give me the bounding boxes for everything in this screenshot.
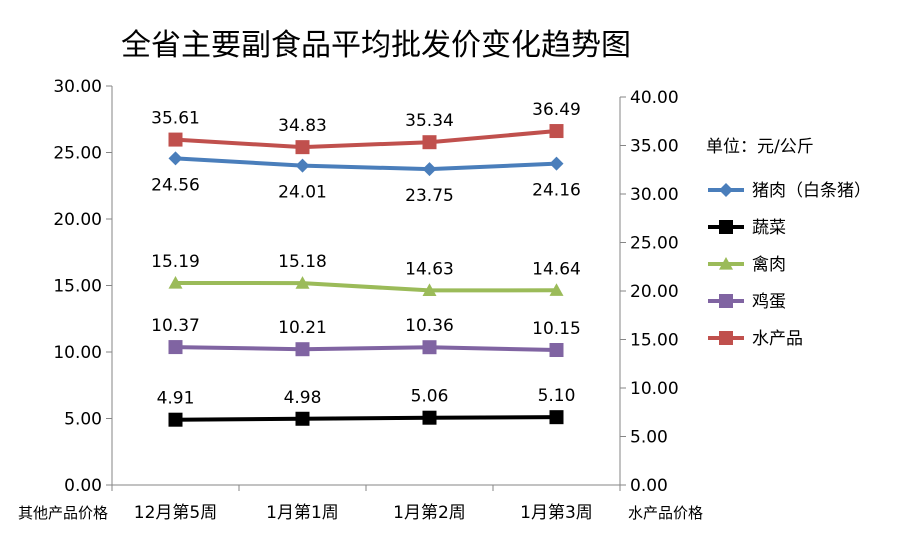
legend-item: 禽肉	[708, 255, 786, 275]
data-point	[549, 156, 564, 171]
data-label: 24.01	[278, 183, 327, 203]
axes: 0.00 5.00 10.00 15.00 20.00 25.00 30.00 0.00 5.0…	[53, 77, 678, 523]
right-tick-label: 20.00	[630, 282, 679, 302]
data-point	[295, 158, 310, 173]
data-label: 24.56	[151, 175, 200, 195]
data-label: 5.10	[538, 386, 576, 406]
left-tick-label: 5.00	[64, 410, 102, 430]
data-point	[168, 132, 183, 147]
left-tick-label: 20.00	[53, 210, 102, 230]
data-point	[549, 124, 564, 139]
right-tick-label: 15.00	[630, 331, 679, 351]
legend-marker	[719, 331, 733, 345]
series-line	[175, 156, 557, 172]
data-label: 10.15	[532, 319, 581, 339]
data-label: 34.83	[278, 116, 327, 136]
series-layer	[168, 124, 564, 427]
legend-label: 鸡蛋	[752, 292, 786, 312]
data-label: 36.49	[532, 100, 581, 120]
unit-label: 单位：元/公斤	[706, 137, 814, 157]
left-tick-label: 30.00	[53, 77, 102, 97]
legend-label: 蔬菜	[752, 218, 786, 238]
right-tick-label: 40.00	[630, 88, 679, 108]
x-category-label: 1月第3周	[520, 503, 593, 523]
legend-label: 猪肉（白条猪）	[752, 181, 871, 201]
left-tick-label: 25.00	[53, 144, 102, 164]
legend-item: 猪肉（白条猪）	[708, 181, 871, 201]
data-point	[549, 283, 564, 296]
data-label: 35.34	[405, 111, 454, 131]
data-label: 4.91	[157, 389, 195, 409]
data-label: 23.75	[405, 186, 454, 206]
legend-marker	[719, 294, 733, 308]
data-point	[422, 135, 437, 150]
legend-label: 水产品	[752, 329, 803, 349]
data-point	[168, 412, 183, 427]
data-label: 24.16	[532, 181, 581, 201]
chart-title: 全省主要副食品平均批发价变化趋势图	[121, 28, 631, 63]
data-label: 15.19	[151, 252, 200, 272]
series-3	[168, 340, 564, 358]
legend-marker	[719, 183, 733, 197]
data-label: 5.06	[411, 387, 449, 407]
data-point	[168, 275, 183, 289]
series-line	[175, 415, 557, 422]
series-line	[175, 129, 557, 150]
series-2	[168, 275, 564, 297]
data-point	[295, 276, 310, 289]
data-point	[168, 151, 183, 166]
data-point	[422, 340, 437, 355]
data-point	[295, 140, 310, 155]
x-category-label: 1月第2周	[393, 503, 466, 523]
left-axis-label: 其他产品价格	[18, 504, 108, 522]
data-point	[549, 410, 564, 425]
right-tick-label: 0.00	[630, 476, 668, 496]
series-line	[175, 280, 557, 293]
data-point	[295, 411, 310, 426]
right-tick-label: 25.00	[630, 234, 679, 254]
legend-marker	[719, 220, 733, 234]
data-label: 10.36	[405, 316, 454, 336]
x-category-label: 12月第5周	[134, 503, 217, 523]
right-tick-label: 35.00	[630, 137, 679, 157]
right-tick-label: 10.00	[630, 379, 679, 399]
left-tick-label: 15.00	[53, 277, 102, 297]
right-tick-label: 5.00	[630, 428, 668, 448]
data-point	[422, 410, 437, 425]
data-point	[422, 283, 437, 297]
series-4	[168, 124, 564, 155]
legend-marker	[719, 257, 733, 270]
data-point	[168, 340, 183, 355]
series-1	[168, 410, 564, 427]
data-label: 14.64	[532, 259, 581, 279]
left-tick-label: 0.00	[64, 476, 102, 496]
right-tick-label: 30.00	[630, 185, 679, 205]
data-label: 10.37	[151, 316, 200, 336]
data-label: 15.18	[278, 252, 327, 272]
data-label: 14.63	[405, 259, 454, 279]
right-axis-label: 水产品价格	[628, 504, 703, 522]
data-label: 35.61	[151, 109, 200, 129]
legend-item: 鸡蛋	[708, 292, 786, 312]
series-line	[175, 345, 557, 353]
x-category-label: 1月第1周	[266, 503, 339, 523]
data-point	[295, 342, 310, 357]
data-labels: 24.56 24.01 23.75 24.16 4.91 4.98 5.06 5.10 15.1…	[151, 100, 581, 409]
left-tick-label: 10.00	[53, 343, 102, 363]
series-0	[168, 151, 564, 177]
data-label: 10.21	[278, 318, 327, 338]
legend-item: 蔬菜	[708, 218, 786, 238]
legend-label: 禽肉	[752, 255, 786, 275]
legend-item: 水产品	[708, 329, 803, 349]
data-label: 4.98	[284, 388, 322, 408]
data-point	[549, 343, 564, 358]
data-point	[422, 162, 437, 177]
